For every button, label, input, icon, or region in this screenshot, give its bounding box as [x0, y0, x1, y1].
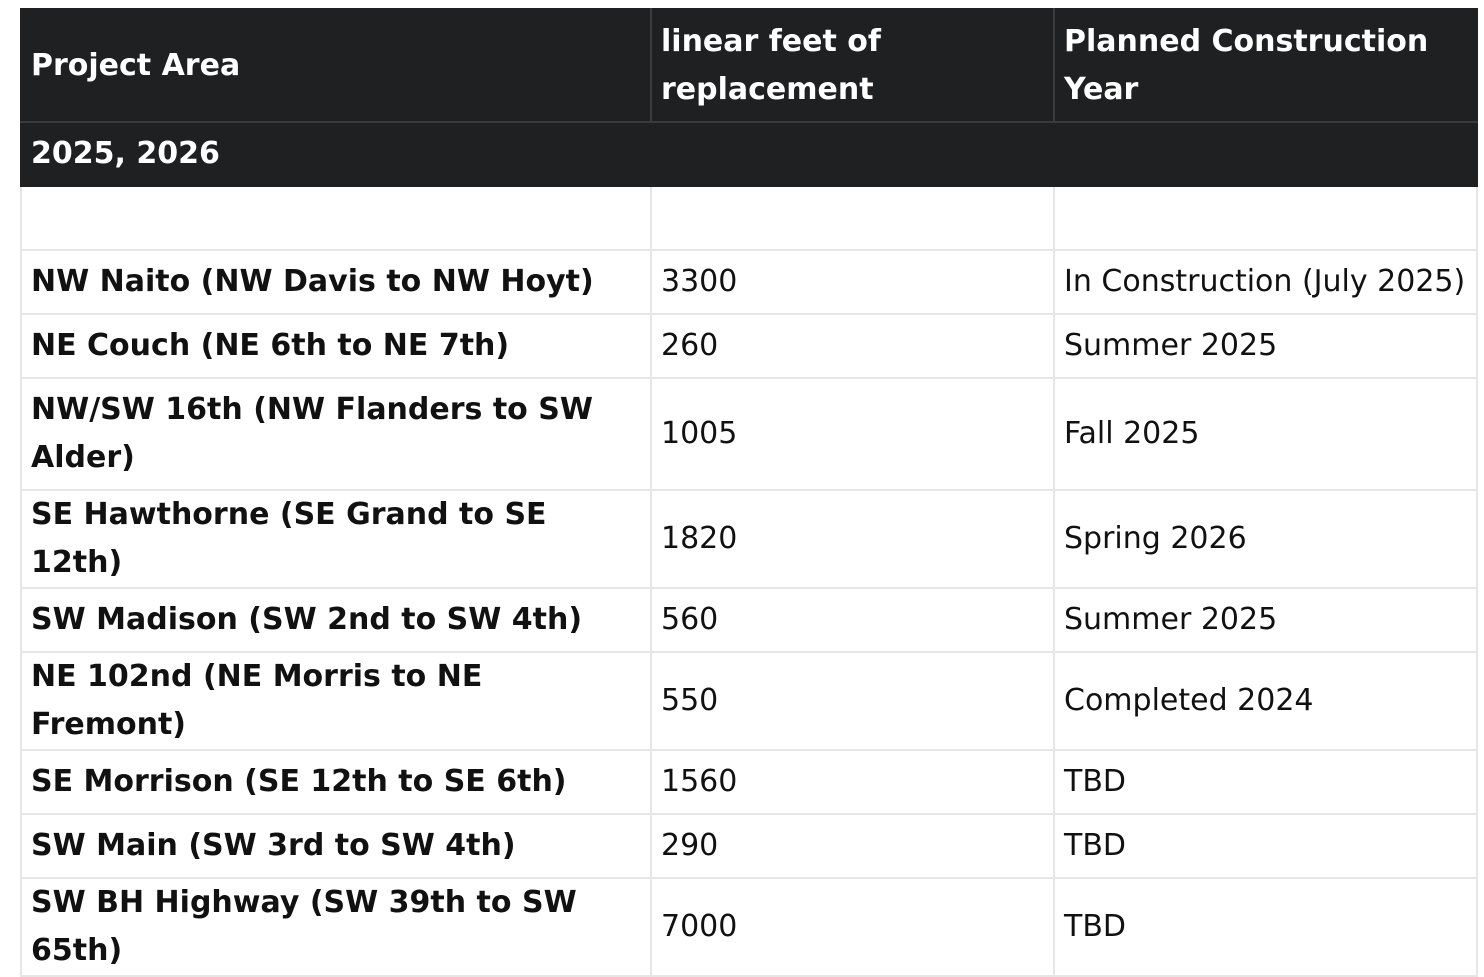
project-area-cell: SW Madison (SW 2nd to SW 4th) [20, 587, 652, 653]
linear-feet-cell: 260 [650, 313, 1055, 379]
header-row: Project Area linear feet of replacement … [20, 8, 1478, 123]
table-header: Project Area linear feet of replacement … [20, 8, 1478, 187]
construction-year-cell: TBD [1053, 749, 1478, 815]
header-planned-year: Planned Construction Year [1053, 8, 1478, 123]
table-row: SE Hawthorne (SE Grand to SE 12th) 1820 … [20, 489, 1478, 589]
table-row: NE Couch (NE 6th to NE 7th) 260 Summer 2… [20, 313, 1478, 379]
empty-cell [650, 185, 1055, 251]
table-row: SW Madison (SW 2nd to SW 4th) 560 Summer… [20, 587, 1478, 653]
linear-feet-cell: 3300 [650, 249, 1055, 315]
projects-table: Project Area linear feet of replacement … [20, 8, 1478, 977]
table-row: SW BH Highway (SW 39th to SW 65th) 7000 … [20, 877, 1478, 977]
table-row: SE Morrison (SE 12th to SE 6th) 1560 TBD [20, 749, 1478, 815]
project-area-cell: NW Naito (NW Davis to NW Hoyt) [20, 249, 652, 315]
table-body: NW Naito (NW Davis to NW Hoyt) 3300 In C… [20, 185, 1478, 977]
group-row: 2025, 2026 [20, 121, 1478, 187]
projects-table-container: Project Area linear feet of replacement … [20, 8, 1478, 977]
header-project-area: Project Area [20, 8, 652, 123]
project-area-cell: SW Main (SW 3rd to SW 4th) [20, 813, 652, 879]
linear-feet-cell: 550 [650, 651, 1055, 751]
construction-year-cell: In Construction (July 2025) [1053, 249, 1478, 315]
header-linear-feet: linear feet of replacement [650, 8, 1055, 123]
construction-year-cell: TBD [1053, 877, 1478, 977]
linear-feet-cell: 560 [650, 587, 1055, 653]
empty-cell [20, 185, 652, 251]
construction-year-cell: TBD [1053, 813, 1478, 879]
construction-year-cell: Fall 2025 [1053, 377, 1478, 491]
table-row: NW/SW 16th (NW Flanders to SW Alder) 100… [20, 377, 1478, 491]
table-row: SW Main (SW 3rd to SW 4th) 290 TBD [20, 813, 1478, 879]
construction-year-cell: Summer 2025 [1053, 587, 1478, 653]
linear-feet-cell: 7000 [650, 877, 1055, 977]
construction-year-cell: Spring 2026 [1053, 489, 1478, 589]
linear-feet-cell: 290 [650, 813, 1055, 879]
project-area-cell: NW/SW 16th (NW Flanders to SW Alder) [20, 377, 652, 491]
project-area-cell: NE Couch (NE 6th to NE 7th) [20, 313, 652, 379]
construction-year-cell: Summer 2025 [1053, 313, 1478, 379]
empty-row [20, 185, 1478, 251]
table-row: NE 102nd (NE Morris to NE Fremont) 550 C… [20, 651, 1478, 751]
project-area-cell: SW BH Highway (SW 39th to SW 65th) [20, 877, 652, 977]
linear-feet-cell: 1560 [650, 749, 1055, 815]
group-label: 2025, 2026 [20, 121, 1478, 187]
empty-cell [1053, 185, 1478, 251]
construction-year-cell: Completed 2024 [1053, 651, 1478, 751]
project-area-cell: SE Hawthorne (SE Grand to SE 12th) [20, 489, 652, 589]
table-row: NW Naito (NW Davis to NW Hoyt) 3300 In C… [20, 249, 1478, 315]
linear-feet-cell: 1820 [650, 489, 1055, 589]
linear-feet-cell: 1005 [650, 377, 1055, 491]
project-area-cell: SE Morrison (SE 12th to SE 6th) [20, 749, 652, 815]
project-area-cell: NE 102nd (NE Morris to NE Fremont) [20, 651, 652, 751]
